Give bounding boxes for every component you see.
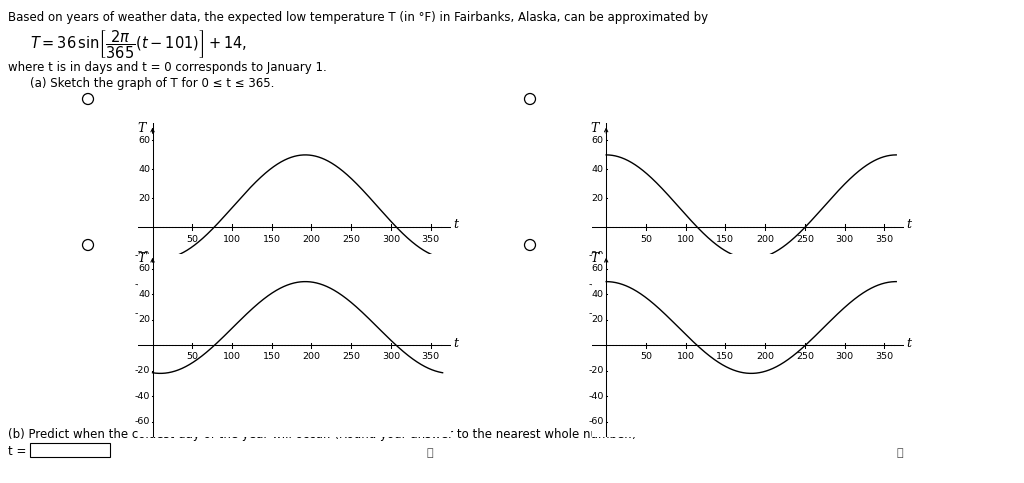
Text: 50: 50 [640, 235, 652, 244]
Text: 250: 250 [342, 353, 360, 361]
Text: 150: 150 [263, 235, 281, 244]
Text: Based on years of weather data, the expected low temperature T (in °F) in Fairba: Based on years of weather data, the expe… [8, 11, 709, 24]
Text: 50: 50 [640, 353, 652, 361]
Text: 200: 200 [302, 353, 321, 361]
FancyBboxPatch shape [30, 443, 110, 457]
Text: 150: 150 [717, 235, 734, 244]
Text: 50: 50 [186, 353, 199, 361]
Text: 250: 250 [796, 235, 814, 244]
Text: 60: 60 [138, 136, 151, 145]
Text: 20: 20 [592, 315, 604, 325]
Text: -60: -60 [135, 309, 151, 318]
Text: -40: -40 [589, 392, 604, 401]
Text: 200: 200 [756, 235, 774, 244]
Text: 100: 100 [223, 235, 241, 244]
Text: -20: -20 [135, 251, 151, 260]
Text: -20: -20 [589, 366, 604, 375]
Text: 250: 250 [796, 353, 814, 361]
Text: t: t [906, 337, 911, 350]
Text: 300: 300 [382, 235, 400, 244]
Text: 40: 40 [138, 165, 151, 174]
Text: 40: 40 [592, 165, 604, 174]
Text: 100: 100 [677, 235, 694, 244]
Text: 100: 100 [223, 353, 241, 361]
Text: ⓘ: ⓘ [897, 323, 903, 333]
Text: -20: -20 [135, 366, 151, 375]
Text: 200: 200 [756, 353, 774, 361]
Text: (b) Predict when the coldest day of the year will occur. (Round your answer to t: (b) Predict when the coldest day of the … [8, 428, 637, 441]
Text: 60: 60 [592, 136, 604, 145]
Text: t =: t = [8, 445, 27, 458]
Text: 350: 350 [876, 353, 893, 361]
Text: t: t [906, 218, 911, 231]
Text: t: t [453, 337, 458, 350]
Text: 60: 60 [138, 264, 151, 273]
Text: -60: -60 [589, 309, 604, 318]
Text: -20: -20 [589, 251, 604, 260]
Text: 350: 350 [422, 353, 439, 361]
Text: 200: 200 [302, 235, 321, 244]
Text: 250: 250 [342, 235, 360, 244]
Text: 100: 100 [677, 353, 694, 361]
Text: 300: 300 [836, 235, 854, 244]
Text: 300: 300 [382, 353, 400, 361]
Text: 40: 40 [592, 290, 604, 299]
Text: 60: 60 [592, 264, 604, 273]
Text: T: T [591, 252, 599, 265]
Text: -40: -40 [135, 392, 151, 401]
Text: T: T [137, 122, 145, 135]
Text: -40: -40 [589, 280, 604, 289]
Text: -60: -60 [589, 417, 604, 426]
Text: 150: 150 [717, 353, 734, 361]
Text: t: t [453, 218, 458, 231]
Text: 350: 350 [876, 235, 893, 244]
Text: ⓘ: ⓘ [427, 323, 433, 333]
Text: (a) Sketch the graph of T for 0 ≤ t ≤ 365.: (a) Sketch the graph of T for 0 ≤ t ≤ 36… [30, 77, 274, 90]
Text: 20: 20 [138, 315, 151, 325]
Text: where t is in days and t = 0 corresponds to January 1.: where t is in days and t = 0 corresponds… [8, 61, 327, 74]
Text: -60: -60 [135, 417, 151, 426]
Text: 40: 40 [138, 290, 151, 299]
Text: 150: 150 [263, 353, 281, 361]
Text: T: T [591, 122, 599, 135]
Text: -40: -40 [135, 280, 151, 289]
Text: 20: 20 [138, 194, 151, 203]
Text: 20: 20 [592, 194, 604, 203]
Text: $T = 36\,\sin\!\left[\dfrac{2\pi}{365}(t - 101)\right] + 14,$: $T = 36\,\sin\!\left[\dfrac{2\pi}{365}(t… [30, 28, 247, 60]
Text: 300: 300 [836, 353, 854, 361]
Text: 50: 50 [186, 235, 199, 244]
Text: ⓘ: ⓘ [897, 448, 903, 458]
Text: ⓘ: ⓘ [427, 448, 433, 458]
Text: 350: 350 [422, 235, 439, 244]
Text: T: T [137, 252, 145, 265]
